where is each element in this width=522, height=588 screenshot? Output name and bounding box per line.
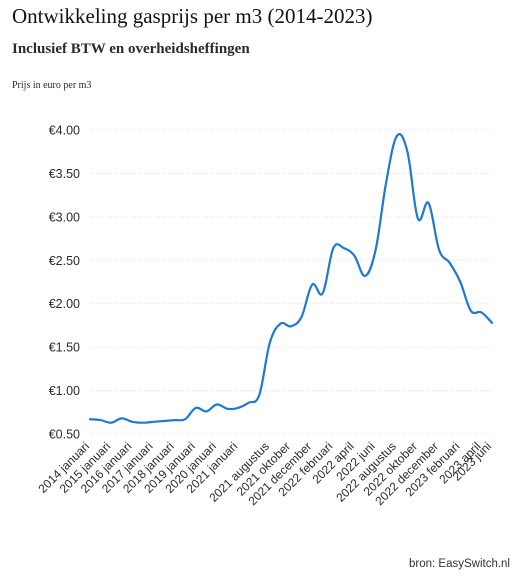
y-tick-label: €3.00: [49, 210, 80, 224]
series-layer: [88, 133, 494, 424]
source-credit: bron: EasySwitch.nl: [409, 558, 510, 570]
gas-price-line: [88, 133, 494, 424]
y-axis-ticks: €0.50 €1.00 €1.50 €2.00 €2.50 €3.00 €3.50 €4.00: [49, 124, 80, 442]
y-tick-label: €1.50: [49, 341, 80, 355]
y-tick-label: €0.50: [49, 428, 80, 442]
chart-title: Ontwikkeling gasprijs per m3 (2014-2023): [12, 4, 373, 28]
y-tick-label: €3.50: [49, 167, 80, 181]
y-tick-label: €1.00: [49, 384, 80, 398]
y-tick-label: €2.50: [49, 254, 80, 268]
y-tick-label: €4.00: [49, 124, 80, 138]
chart-subtitle: Inclusief BTW en overheidsheffingen: [12, 41, 250, 57]
grid-lines: [90, 129, 492, 435]
y-tick-label: €2.00: [49, 297, 80, 311]
y-axis-label: Prijs in euro per m3: [12, 80, 92, 91]
